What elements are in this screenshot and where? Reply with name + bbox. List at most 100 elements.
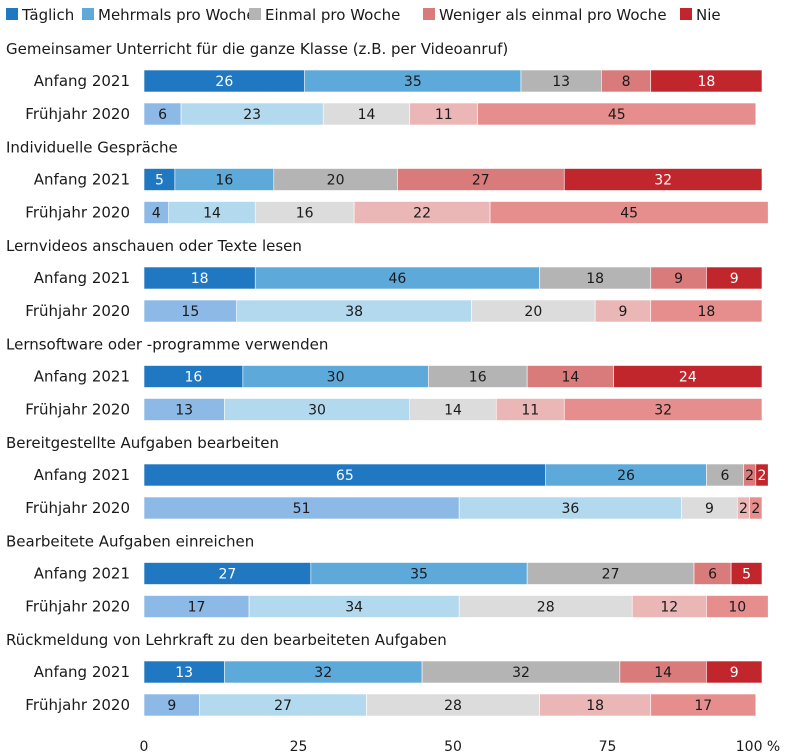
data-label-taeglich: 51 — [293, 501, 311, 517]
group-title: Lernsoftware oder -programme verwenden — [6, 336, 328, 354]
data-label-weniger-als-einmal-pro-woche: 8 — [622, 74, 631, 90]
x-tick-label: 50 — [444, 739, 462, 755]
row-label: Frühjahr 2020 — [25, 401, 130, 419]
data-label-einmal-pro-woche: 14 — [358, 107, 376, 123]
legend: Täglich Mehrmals pro Woche Einmal pro Woch… — [6, 6, 721, 24]
data-label-mehrmals-pro-woche: 35 — [410, 567, 428, 583]
data-label-nie: 5 — [742, 567, 751, 583]
chart-groups: Gemeinsamer Unterricht für die ganze Kla… — [6, 40, 769, 717]
group-title: Bereitgestellte Aufgaben bearbeiten — [6, 434, 279, 452]
row-label: Anfang 2021 — [34, 565, 130, 583]
data-label-einmal-pro-woche: 27 — [602, 567, 620, 583]
data-label-weniger-als-einmal-pro-woche: 6 — [708, 567, 717, 583]
data-label-mehrmals-pro-woche: 46 — [388, 271, 406, 287]
group-title: Gemeinsamer Unterricht für die ganze Kla… — [6, 40, 508, 58]
data-label-einmal-pro-woche: 32 — [512, 665, 530, 681]
data-label-mehrmals-pro-woche: 23 — [243, 107, 261, 123]
data-label-nie: 45 — [620, 206, 638, 222]
data-label-mehrmals-pro-woche: 14 — [203, 206, 221, 222]
bar-row-fruehjahr-2020: Frühjahr 2020 4 14 16 22 45 — [25, 201, 769, 224]
data-label-einmal-pro-woche: 20 — [524, 304, 542, 320]
data-label-nie: 32 — [654, 173, 672, 189]
row-label: Frühjahr 2020 — [25, 499, 130, 517]
bar-segment-nie — [563, 168, 763, 191]
x-tick-label: 0 — [140, 739, 149, 755]
row-label: Frühjahr 2020 — [25, 204, 130, 222]
data-label-mehrmals-pro-woche: 30 — [327, 370, 345, 386]
data-label-weniger-als-einmal-pro-woche: 14 — [654, 665, 672, 681]
data-label-taeglich: 6 — [158, 107, 167, 123]
data-label-mehrmals-pro-woche: 30 — [308, 403, 326, 419]
chart-group-1: Gemeinsamer Unterricht für die ganze Kla… — [6, 40, 763, 126]
data-label-weniger-als-einmal-pro-woche: 12 — [660, 600, 678, 616]
legend-label-einmal-pro-woche: Einmal pro Woche — [265, 6, 400, 24]
row-label: Anfang 2021 — [34, 72, 130, 90]
x-tick-label: 75 — [599, 739, 617, 755]
data-label-mehrmals-pro-woche: 36 — [562, 501, 580, 517]
data-label-einmal-pro-woche: 9 — [705, 501, 714, 517]
data-label-nie: 10 — [728, 600, 746, 616]
chart-group-6: Bearbeitete Aufgaben einreichen Anfang 20… — [6, 533, 769, 618]
data-label-nie: 32 — [654, 403, 672, 419]
data-label-taeglich: 27 — [219, 567, 237, 583]
bar-row-anfang-2021: Anfang 2021 13 32 32 14 9 — [34, 660, 763, 684]
bar-segment-nie — [706, 595, 769, 618]
x-tick-label: 25 — [290, 739, 308, 755]
data-label-taeglich: 18 — [191, 271, 209, 287]
data-label-taeglich: 5 — [155, 173, 164, 189]
data-label-einmal-pro-woche: 6 — [720, 468, 729, 484]
legend-swatch-nie — [680, 8, 692, 20]
data-label-weniger-als-einmal-pro-woche: 11 — [435, 107, 453, 123]
bar-segment-nie — [706, 266, 763, 290]
data-label-weniger-als-einmal-pro-woche: 2 — [739, 501, 748, 517]
data-label-einmal-pro-woche: 13 — [552, 74, 570, 90]
legend-label-nie: Nie — [696, 6, 721, 24]
bar-row-anfang-2021: Anfang 2021 65 26 6 2 2 — [34, 463, 769, 487]
bar-row-anfang-2021: Anfang 2021 5 16 20 27 32 — [34, 168, 763, 191]
data-label-einmal-pro-woche: 18 — [586, 271, 604, 287]
bar-segment-nie — [489, 201, 769, 224]
data-label-weniger-als-einmal-pro-woche: 27 — [472, 173, 490, 189]
data-label-mehrmals-pro-woche: 26 — [617, 468, 635, 484]
row-label: Anfang 2021 — [34, 368, 130, 386]
data-label-taeglich: 4 — [152, 206, 161, 222]
legend-label-mehrmals-pro-woche: Mehrmals pro Woche — [98, 6, 256, 24]
data-label-mehrmals-pro-woche: 27 — [274, 698, 292, 714]
bar-segment-nie — [749, 496, 763, 520]
data-label-weniger-als-einmal-pro-woche: 11 — [521, 403, 539, 419]
row-label: Frühjahr 2020 — [25, 302, 130, 320]
group-title: Bearbeitete Aufgaben einreichen — [6, 533, 254, 551]
data-label-nie: 18 — [697, 74, 715, 90]
bar-segment-nie — [650, 299, 763, 323]
data-label-taeglich: 13 — [175, 665, 193, 681]
data-label-taeglich: 15 — [181, 304, 199, 320]
data-label-einmal-pro-woche: 28 — [444, 698, 462, 714]
bar-row-fruehjahr-2020: Frühjahr 2020 15 38 20 9 18 — [25, 299, 763, 323]
data-label-nie: 2 — [751, 501, 760, 517]
data-label-mehrmals-pro-woche: 16 — [215, 173, 233, 189]
row-label: Anfang 2021 — [34, 171, 130, 189]
data-label-taeglich: 26 — [215, 74, 233, 90]
data-label-mehrmals-pro-woche: 34 — [345, 600, 363, 616]
bar-row-fruehjahr-2020: Frühjahr 2020 17 34 28 12 10 — [25, 595, 769, 618]
data-label-nie: 17 — [694, 698, 712, 714]
bar-row-fruehjahr-2020: Frühjahr 2020 9 27 28 18 17 — [25, 693, 757, 717]
row-label: Frühjahr 2020 — [25, 696, 130, 714]
data-label-einmal-pro-woche: 28 — [537, 600, 555, 616]
bar-row-fruehjahr-2020: Frühjahr 2020 6 23 14 11 45 — [25, 102, 757, 126]
bar-row-anfang-2021: Anfang 2021 26 35 13 8 18 — [34, 69, 763, 93]
data-label-weniger-als-einmal-pro-woche: 9 — [674, 271, 683, 287]
data-label-weniger-als-einmal-pro-woche: 14 — [562, 370, 580, 386]
data-label-nie: 18 — [697, 304, 715, 320]
bar-row-fruehjahr-2020: Frühjahr 2020 13 30 14 11 32 — [25, 398, 763, 421]
data-label-einmal-pro-woche: 20 — [327, 173, 345, 189]
row-label: Anfang 2021 — [34, 663, 130, 681]
data-label-einmal-pro-woche: 16 — [469, 370, 487, 386]
chart-group-5: Bereitgestellte Aufgaben bearbeiten Anfan… — [6, 434, 769, 520]
bar-segment-nie — [650, 69, 763, 93]
x-axis: 0 25 50 75 100 % — [140, 739, 781, 755]
row-label: Anfang 2021 — [34, 269, 130, 287]
bar-segment-nie — [613, 365, 763, 388]
data-label-weniger-als-einmal-pro-woche: 9 — [618, 304, 627, 320]
